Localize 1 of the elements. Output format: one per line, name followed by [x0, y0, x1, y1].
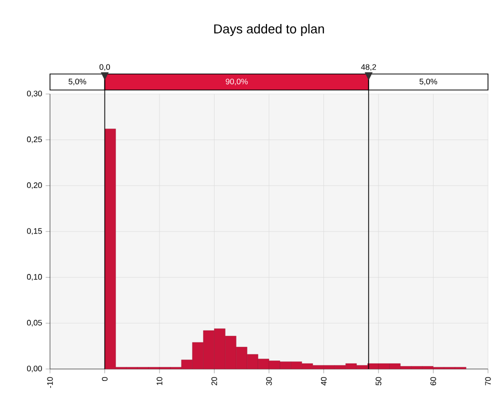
chart-title: Days added to plan — [214, 24, 324, 36]
